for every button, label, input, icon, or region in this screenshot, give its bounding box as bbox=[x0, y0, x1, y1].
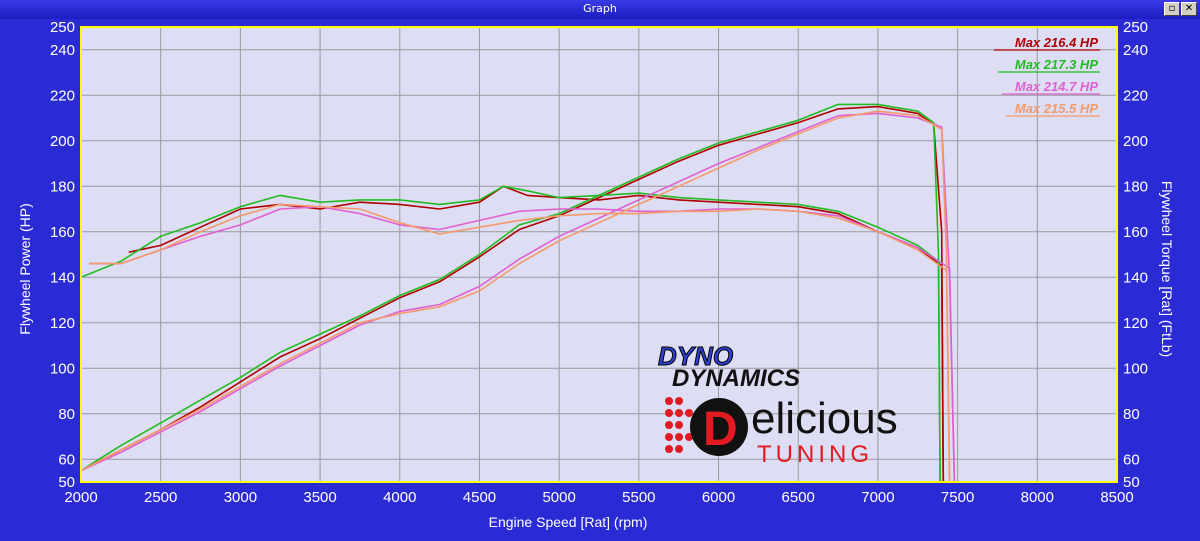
legend-entry-1: Max 216.4 HP bbox=[1015, 35, 1098, 50]
right-tick-label: 50 bbox=[1123, 474, 1140, 491]
torque-curve-3 bbox=[89, 205, 956, 483]
series-lines bbox=[80, 103, 956, 483]
x-tick-label: 7500 bbox=[941, 489, 974, 506]
dyno-logo-bottom: DYNAMICS bbox=[672, 365, 800, 392]
chart-canvas: 50 60 80 100 120 140 160 180 200 220 240 250 50 60 80… bbox=[17, 19, 1175, 530]
legend-entry-2: Max 217.3 HP bbox=[1015, 57, 1098, 72]
right-tick-label: 240 bbox=[1123, 42, 1148, 59]
left-axis-ticks: 50 60 80 100 120 140 160 180 200 220 240 250 bbox=[50, 19, 75, 491]
x-tick-label: 3500 bbox=[303, 489, 336, 506]
right-tick-label: 80 bbox=[1123, 406, 1140, 423]
legend-entry-4: Max 215.5 HP bbox=[1015, 101, 1098, 116]
x-tick-label: 4000 bbox=[383, 489, 416, 506]
plot-area bbox=[81, 27, 1117, 482]
right-tick-label: 60 bbox=[1123, 451, 1140, 468]
power-curve-4 bbox=[80, 110, 951, 483]
window-titlebar: Graph ▫ ✕ bbox=[0, 0, 1200, 20]
right-tick-label: 120 bbox=[1123, 315, 1148, 332]
left-tick-label: 80 bbox=[58, 406, 75, 423]
x-tick-label: 4500 bbox=[463, 489, 496, 506]
left-tick-label: 240 bbox=[50, 42, 75, 59]
x-tick-label: 6500 bbox=[782, 489, 815, 506]
restore-button[interactable]: ▫ bbox=[1164, 2, 1180, 16]
delicious-tuning-logo: D elicious TUNING bbox=[665, 394, 898, 468]
left-tick-label: 200 bbox=[50, 133, 75, 150]
close-button[interactable]: ✕ bbox=[1181, 2, 1197, 16]
right-tick-label: 250 bbox=[1123, 19, 1148, 36]
x-tick-label: 2000 bbox=[64, 489, 97, 506]
left-tick-label: 120 bbox=[50, 315, 75, 332]
power-curve-2 bbox=[80, 103, 941, 483]
right-tick-label: 100 bbox=[1123, 360, 1148, 377]
right-tick-label: 200 bbox=[1123, 133, 1148, 150]
left-tick-label: 250 bbox=[50, 19, 75, 36]
left-tick-label: 50 bbox=[58, 474, 75, 491]
left-tick-label: 160 bbox=[50, 224, 75, 241]
x-tick-label: 6000 bbox=[702, 489, 735, 506]
torque-curve-2 bbox=[80, 185, 941, 483]
left-tick-label: 140 bbox=[50, 269, 75, 286]
torque-curve-4 bbox=[89, 203, 951, 483]
brand-word: elicious bbox=[751, 394, 898, 443]
left-tick-label: 180 bbox=[50, 178, 75, 195]
plot-frame bbox=[80, 26, 1118, 483]
torque-curve-1 bbox=[128, 185, 945, 483]
x-tick-label: 8500 bbox=[1100, 489, 1133, 506]
x-axis-ticks: 2000 2500 3000 3500 4000 4500 5000 5500 6000 6500… bbox=[64, 489, 1133, 506]
brand-d-badge bbox=[690, 398, 748, 456]
x-tick-label: 7000 bbox=[861, 489, 894, 506]
x-tick-label: 8000 bbox=[1021, 489, 1054, 506]
x-tick-label: 5500 bbox=[622, 489, 655, 506]
legend-entry-3: Max 214.7 HP bbox=[1015, 79, 1098, 94]
dyno-dynamics-logo: DYNO DYNAMICS bbox=[658, 341, 801, 393]
x-axis-title: Engine Speed [Rat] (rpm) bbox=[489, 514, 648, 530]
dyno-graph: 50 60 80 100 120 140 160 180 200 220 240 250 50 60 80… bbox=[0, 19, 1200, 541]
brand-initial: D bbox=[703, 403, 738, 456]
legend: Max 216.4 HP Max 217.3 HP Max 214.7 HP Max … bbox=[994, 35, 1100, 117]
left-tick-label: 220 bbox=[50, 87, 75, 104]
window-title: Graph bbox=[583, 2, 617, 15]
right-tick-label: 160 bbox=[1123, 224, 1148, 241]
brand-dots-icon bbox=[665, 397, 693, 453]
left-tick-label: 60 bbox=[58, 451, 75, 468]
left-axis-title: Flywheel Power (HP) bbox=[17, 203, 33, 334]
dyno-logo-top: DYNO bbox=[658, 341, 733, 371]
brand-sub: TUNING bbox=[757, 441, 873, 468]
right-tick-label: 220 bbox=[1123, 87, 1148, 104]
power-curve-3 bbox=[80, 112, 956, 483]
x-tick-label: 3000 bbox=[224, 489, 257, 506]
x-tick-label: 2500 bbox=[144, 489, 177, 506]
right-axis-title: Flywheel Torque [Rat] (FtLb) bbox=[1159, 181, 1175, 357]
right-tick-label: 180 bbox=[1123, 178, 1148, 195]
x-tick-label: 5000 bbox=[542, 489, 575, 506]
right-tick-label: 140 bbox=[1123, 269, 1148, 286]
left-tick-label: 100 bbox=[50, 360, 75, 377]
right-axis-ticks: 50 60 80 100 120 140 160 180 200 220 240 250 bbox=[1123, 19, 1148, 491]
